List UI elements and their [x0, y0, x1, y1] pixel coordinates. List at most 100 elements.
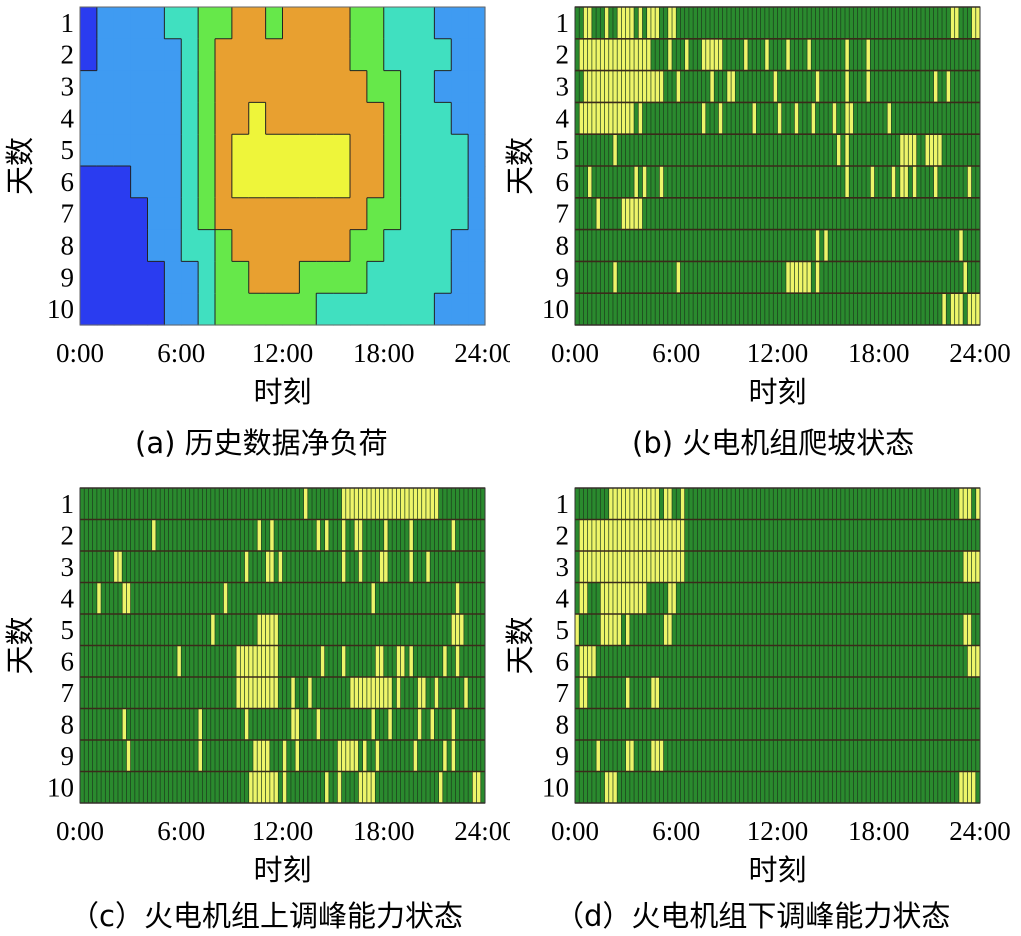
active-cell: [975, 645, 980, 677]
active-cell: [400, 645, 405, 677]
active-cell: [257, 771, 262, 803]
active-cell: [655, 519, 660, 551]
heatmap-cell: [231, 70, 250, 103]
active-cell: [151, 519, 156, 551]
heatmap-cell: [468, 38, 486, 72]
active-cell: [459, 614, 464, 646]
heatmap-cell: [147, 70, 165, 103]
active-cell: [954, 7, 959, 39]
active-cell: [967, 645, 972, 677]
active-cell: [743, 38, 748, 71]
heatmap-cell: [231, 293, 250, 326]
heatmap-cell: [468, 7, 486, 40]
heatmap-cell: [282, 261, 300, 294]
active-cell: [912, 134, 917, 166]
active-cell: [625, 488, 630, 520]
active-cell: [274, 645, 279, 677]
active-cell: [210, 614, 215, 646]
active-cell: [604, 7, 609, 39]
x-tick-label: 18:00: [848, 816, 910, 846]
active-cell: [362, 488, 367, 520]
heatmap-cell: [248, 293, 267, 326]
heatmap-cell: [383, 102, 402, 135]
active-cell: [638, 551, 643, 583]
x-tick-label: 12:00: [747, 816, 809, 846]
active-cell: [650, 7, 656, 39]
active-cell: [629, 519, 635, 551]
heatmap-cell: [383, 293, 402, 326]
y-tick-label: 6: [556, 167, 570, 197]
active-cell: [646, 38, 651, 71]
heatmap-cell: [468, 229, 486, 262]
active-cell: [642, 70, 647, 103]
active-cell: [341, 740, 346, 772]
active-cell: [777, 102, 782, 135]
heatmap-cell: [147, 261, 165, 294]
active-cell: [379, 488, 384, 520]
heatmap-cell: [366, 166, 385, 199]
active-cell: [404, 488, 410, 520]
active-cell: [650, 551, 656, 583]
active-cell: [604, 582, 609, 614]
active-cell: [621, 551, 626, 583]
active-cell: [705, 38, 710, 71]
active-cell: [667, 488, 673, 520]
active-cell: [638, 38, 643, 71]
panel-d: 1 2 3 4 5 6 7 8 9 10 0:00 6:00 12:00 18:00 24:00 时刻 天数: [500, 470, 1021, 890]
active-cell: [612, 134, 618, 166]
heatmap-cell: [333, 166, 351, 199]
heatmap-cell: [299, 229, 317, 262]
heatmap-cell: [181, 166, 199, 199]
y-tick-label: 7: [556, 199, 570, 229]
active-cell: [261, 740, 266, 772]
active-cell: [667, 582, 673, 614]
active-cell: [638, 519, 643, 551]
active-cell: [701, 102, 706, 135]
active-cell: [596, 740, 601, 772]
active-cell: [362, 677, 367, 709]
y-tick-label: 5: [556, 615, 570, 645]
active-cell: [583, 677, 588, 709]
active-cell: [358, 519, 363, 551]
active-cell: [413, 740, 418, 772]
active-cell: [659, 551, 664, 583]
y-tick-label: 4: [556, 103, 570, 133]
active-cell: [612, 488, 618, 520]
heatmap-cell: [181, 70, 199, 103]
active-cell: [663, 519, 668, 551]
heatmap-cell: [383, 261, 402, 294]
heatmap-cell: [434, 38, 452, 72]
active-cell: [337, 740, 342, 772]
active-cell: [604, 614, 609, 646]
active-cell: [663, 614, 668, 646]
heatmap-cell: [248, 70, 267, 103]
active-cell: [290, 677, 296, 709]
active-cell: [629, 7, 635, 39]
heatmap-cell: [366, 261, 385, 294]
active-cell: [925, 134, 930, 166]
y-tick-label: 5: [61, 615, 75, 645]
active-cell: [634, 38, 639, 71]
heatmap-cell: [231, 261, 250, 294]
active-cell: [354, 519, 359, 551]
active-cell: [967, 551, 972, 583]
active-cell: [950, 7, 955, 39]
heatmap-cell: [215, 293, 233, 326]
active-cell: [476, 771, 481, 803]
active-cell: [295, 740, 300, 772]
heatmap-cell: [215, 70, 233, 103]
active-cell: [625, 102, 630, 135]
active-cell: [870, 166, 875, 198]
active-cell: [612, 771, 618, 803]
active-cell: [269, 645, 275, 677]
heatmap-cell: [400, 134, 419, 167]
active-cell: [596, 551, 601, 583]
heatmap-cell: [282, 293, 300, 326]
active-cell: [421, 488, 426, 520]
active-cell: [265, 614, 270, 646]
active-cell: [417, 488, 422, 520]
state-grid: [574, 6, 981, 326]
active-cell: [680, 519, 685, 551]
active-cell: [362, 771, 367, 803]
